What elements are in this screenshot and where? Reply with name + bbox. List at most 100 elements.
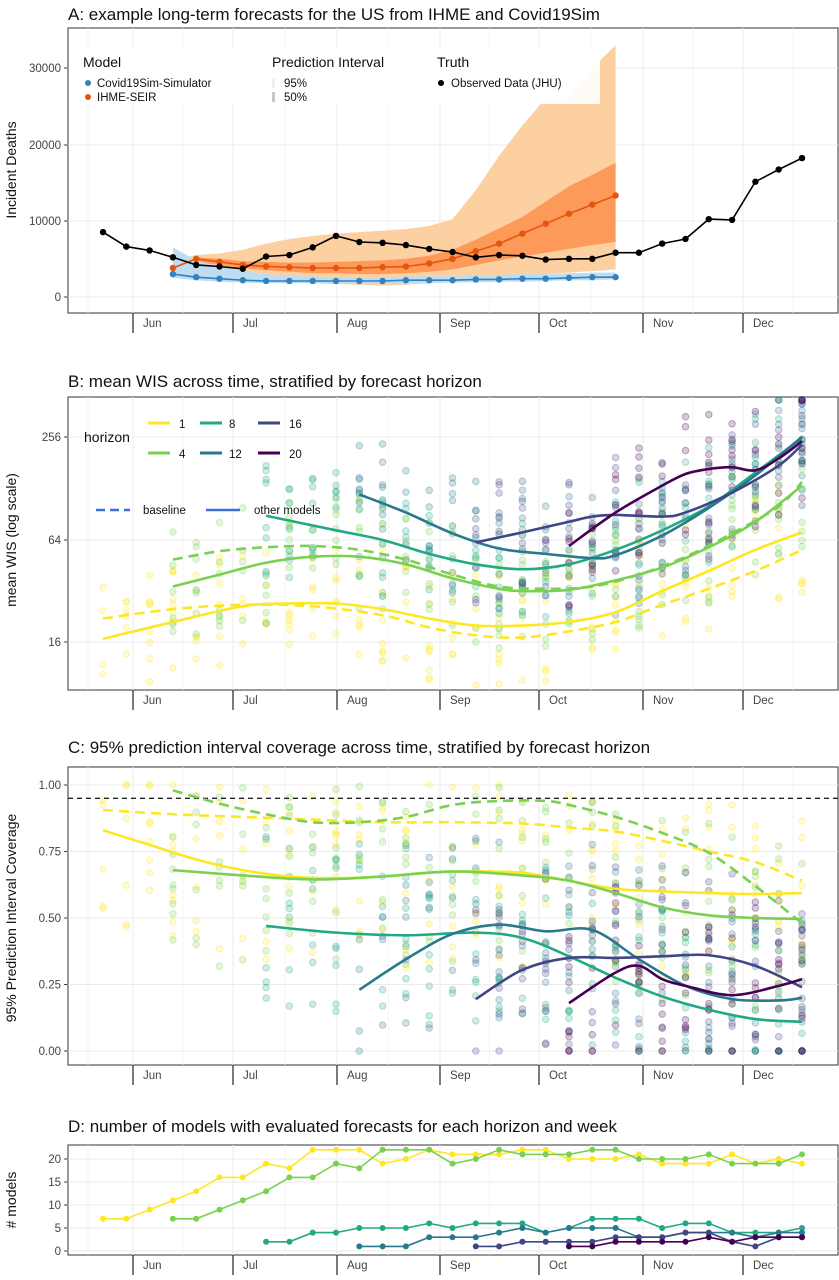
coverage-scatter-point (448, 892, 457, 900)
model-count-point-h4 (263, 1188, 270, 1195)
coverage-scatter-point (332, 856, 340, 864)
coverage-scatter-point (308, 830, 317, 839)
model-count-point-h1 (356, 1146, 363, 1153)
model-count-point-h1 (472, 1151, 479, 1158)
truth-point (286, 251, 293, 259)
coverage-scatter-point (798, 956, 806, 965)
coverage-scatter-point (472, 908, 480, 917)
coverage-scatter-point (774, 1047, 783, 1055)
wis-scatter-point (378, 569, 387, 577)
model-count-point-h4 (659, 1156, 666, 1162)
model-count-point-h8 (449, 1225, 456, 1231)
wis-scatter-point (611, 628, 620, 637)
coverage-scatter-point (611, 878, 620, 886)
legend-h12-label: 12 (229, 449, 242, 461)
wis-scatter-point (332, 612, 340, 620)
panel-c-ytick-label: 0.25 (39, 980, 61, 992)
wis-scatter-point (495, 527, 503, 536)
wis-scatter-point (728, 472, 736, 481)
wis-scatter-point (518, 607, 527, 616)
wis-scatter-point (215, 561, 224, 569)
wis-scatter-point (635, 592, 643, 600)
wis-scatter-point (705, 555, 713, 563)
wis-scatter-point (518, 676, 527, 685)
wis-scatter-point (472, 571, 480, 579)
coverage-scatter-point (495, 783, 503, 792)
coverage-scatter-point (472, 810, 480, 819)
coverage-scatter-point (472, 895, 480, 904)
wis-scatter-point (122, 597, 131, 606)
coverage-scatter-point (378, 1021, 387, 1029)
wis-scatter-point (448, 633, 457, 642)
coverage-scatter-point (681, 933, 690, 942)
model-count-point-h1 (682, 1160, 689, 1167)
coverage-scatter-point (798, 860, 806, 868)
coverage-scatter-point (798, 1047, 806, 1055)
panel-a-title: A: example long-term forecasts for the U… (68, 5, 600, 24)
wis-scatter-point (611, 567, 620, 575)
coverage-scatter-point (635, 989, 643, 997)
coverage-scatter-point (705, 966, 713, 975)
model-count-point-h4 (402, 1146, 409, 1153)
wis-scatter-point (751, 483, 760, 491)
wis-scatter-point (541, 574, 550, 583)
wis-scatter-point (611, 585, 620, 594)
wis-scatter-point (728, 592, 736, 600)
coverage-scatter-point (681, 901, 690, 910)
coverage-scatter-point (425, 863, 434, 872)
coverage-scatter-point (425, 876, 434, 885)
wis-scatter-point (378, 616, 387, 625)
coverage-scatter-point (518, 994, 527, 1002)
coverage-scatter-point (728, 1019, 736, 1028)
coverage-scatter-point (751, 927, 760, 935)
coverage-scatter-point (402, 935, 410, 943)
wis-scatter-point (705, 591, 713, 600)
coverage-scatter-point (635, 936, 643, 944)
wis-scatter-point (658, 460, 667, 468)
wis-scatter-point (774, 549, 783, 557)
coverage-scatter-point (611, 921, 620, 930)
coverage-scatter-point (774, 939, 783, 948)
wis-scatter-point (495, 519, 503, 527)
coverage-scatter-point (658, 940, 667, 949)
wis-scatter-point (728, 446, 736, 454)
coverage-scatter-point (705, 962, 713, 970)
coverage-scatter-point (402, 838, 410, 847)
wis-scatter-point (588, 574, 597, 582)
coverage-scatter-point (728, 1047, 736, 1055)
coverage-scatter-point (681, 973, 690, 981)
coverage-scatter-point (308, 843, 317, 851)
wis-scatter-point (541, 665, 550, 673)
coverage-scatter-point (425, 894, 434, 903)
coverage-scatter-point (495, 913, 503, 922)
wis-scatter-point (565, 572, 573, 581)
wis-scatter-point (541, 559, 550, 568)
wis-scatter-point (145, 599, 154, 607)
wis-scatter-point (355, 572, 364, 580)
model-count-point-h20 (659, 1238, 666, 1245)
coverage-scatter-point (751, 1047, 760, 1055)
coverage-scatter-point (495, 1047, 503, 1055)
coverage-scatter-point (541, 807, 550, 816)
wis-scatter-point (448, 586, 457, 594)
coverage-scatter-point (798, 941, 806, 949)
model-count-point-h1 (100, 1215, 106, 1222)
coverage-scatter-point (588, 888, 597, 897)
wis-scatter-point (705, 576, 713, 585)
wis-scatter-point (495, 659, 503, 668)
wis-scatter-point (705, 552, 713, 560)
wis-scatter-point (355, 497, 364, 505)
coverage-scatter-point (751, 822, 760, 831)
ihme-point (449, 255, 456, 263)
coverage-scatter-point (495, 838, 503, 846)
coverage-scatter-point (798, 1002, 806, 1011)
coverage-scatter-point (774, 1005, 783, 1014)
coverage-scatter-point (728, 978, 736, 987)
model-count-point-h4 (239, 1197, 246, 1204)
coverage-scatter-point (541, 965, 550, 973)
coverage-scatter-point (378, 913, 387, 921)
panel-c-ytick-label: 0.50 (39, 913, 61, 925)
model-count-point-h16 (566, 1238, 572, 1245)
wis-scatter-point (495, 481, 503, 489)
coverage-scatter-point (378, 898, 387, 906)
